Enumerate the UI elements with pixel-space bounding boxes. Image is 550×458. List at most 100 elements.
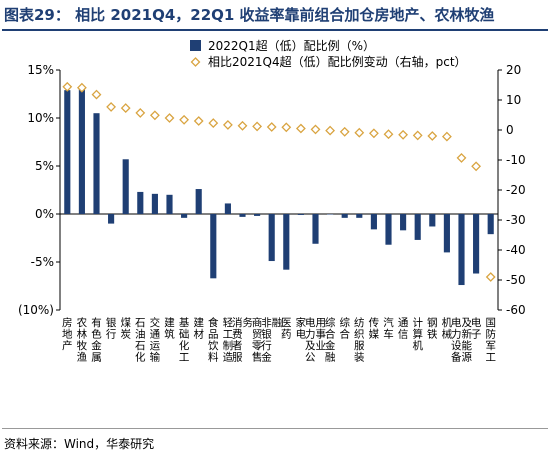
right-tick-label: -30 <box>506 213 526 227</box>
marker-传媒 <box>368 128 379 139</box>
marker-家电 <box>295 123 306 134</box>
marker-钢铁 <box>427 131 438 141</box>
bar-建筑 <box>166 194 173 214</box>
bar-电力及公用事业 <box>312 214 319 244</box>
bar-商贸零售 <box>254 214 261 216</box>
marker-建材 <box>193 116 204 126</box>
bar-传媒 <box>370 214 377 230</box>
bar-交通运输 <box>151 193 158 214</box>
category-label: 食品饮料 <box>208 316 219 364</box>
marker-汽车 <box>383 129 394 140</box>
right-tick-label: -40 <box>506 243 526 257</box>
right-tick-label: -60 <box>506 303 526 317</box>
category-label: 煤炭 <box>120 316 131 341</box>
legend-bar-swatch <box>190 40 201 51</box>
bar-房地产 <box>64 90 71 214</box>
category-label: 钢铁 <box>427 316 438 341</box>
bar-电子 <box>473 214 480 274</box>
marker-有色金属 <box>91 89 102 100</box>
bar-煤炭 <box>122 159 129 214</box>
title-rule <box>2 29 548 31</box>
marker-石油石化 <box>135 107 146 118</box>
category-label: 房地产 <box>62 316 73 352</box>
right-tick-label: 0 <box>506 123 514 137</box>
bar-国防军工 <box>487 214 494 235</box>
marker-国防军工 <box>485 272 496 282</box>
bar-通信 <box>400 214 407 231</box>
right-tick-label: -10 <box>506 153 526 167</box>
marker-基础化工 <box>179 114 190 125</box>
category-label: 非银行金融 <box>261 317 283 364</box>
category-label: 消费者服务 <box>232 316 254 364</box>
right-tick-label: 10 <box>506 93 521 107</box>
bar-银行 <box>108 214 115 224</box>
left-tick-label: (10%) <box>18 303 54 317</box>
bar-电力设备及新能源 <box>458 214 465 286</box>
marker-非银行金融 <box>266 122 277 132</box>
category-label: 家电 <box>296 316 307 341</box>
bar-建材 <box>195 189 202 214</box>
marker-计算机 <box>412 130 423 141</box>
marker-电力设备及新能源 <box>456 152 467 163</box>
bar-汽车 <box>385 214 392 245</box>
category-label: 基础化工 <box>179 316 190 364</box>
bar-家电 <box>297 214 304 215</box>
marker-房地产 <box>62 81 73 92</box>
right-tick-label: 20 <box>506 63 521 77</box>
category-label: 综合金融 <box>325 316 336 364</box>
category-label: 电子 <box>471 316 482 341</box>
bar-机械 <box>443 214 450 253</box>
marker-消费者服务 <box>237 120 248 131</box>
left-tick-label: 5% <box>35 159 54 173</box>
category-label: 电力及公用事业 <box>305 316 327 364</box>
marker-农林牧渔 <box>76 82 87 93</box>
bar-轻工制造 <box>224 203 231 214</box>
bar-医药 <box>283 214 290 270</box>
left-tick-label: 0% <box>35 207 54 221</box>
bar-石油石化 <box>137 191 144 214</box>
category-label: 综合 <box>339 316 350 341</box>
category-label: 传媒 <box>369 317 380 341</box>
marker-综合 <box>339 126 350 137</box>
marker-通信 <box>398 129 409 140</box>
category-label: 银行 <box>106 316 117 341</box>
marker-煤炭 <box>120 103 131 114</box>
category-label: 有色金属 <box>91 316 102 364</box>
marker-交通运输 <box>149 110 160 121</box>
bar-综合 <box>341 214 348 218</box>
footer-rule <box>2 428 548 429</box>
marker-综合金融 <box>325 125 336 136</box>
marker-食品饮料 <box>208 118 219 129</box>
bar-消费者服务 <box>239 214 246 217</box>
marker-机械 <box>441 131 452 142</box>
marker-商贸零售 <box>252 121 263 132</box>
left-tick-label: -5% <box>31 255 54 269</box>
category-label: 交通运输 <box>150 316 161 364</box>
category-label: 计算机 <box>412 316 423 352</box>
figure-title: 图表29： 相比 2021Q4，22Q1 收益率靠前组合加仓房地产、农林牧渔 <box>4 6 495 24</box>
legend-bar-label: 2022Q1超（低）配比例（%） <box>208 38 375 53</box>
category-label: 国防军工 <box>485 317 496 364</box>
source-note: 资料来源：Wind，华泰研究 <box>4 437 155 451</box>
category-label: 石油石化 <box>135 317 146 364</box>
category-label: 农林牧渔 <box>77 316 88 364</box>
category-label: 电力设备及新能源 <box>451 316 473 364</box>
bar-计算机 <box>414 214 421 240</box>
right-tick-label: -50 <box>506 273 526 287</box>
category-label: 轻工制造 <box>223 316 234 364</box>
marker-轻工制造 <box>222 119 233 130</box>
marker-电子 <box>471 161 482 172</box>
category-label: 商贸零售 <box>252 316 263 364</box>
category-label: 汽车 <box>383 316 394 341</box>
legend-marker-swatch <box>190 57 201 67</box>
category-label: 建材 <box>193 316 204 341</box>
legend-marker-label: 相比2021Q4超（低）配比例变动（右轴，pct） <box>208 54 467 69</box>
bar-食品饮料 <box>210 214 217 279</box>
category-label: 医药 <box>281 317 292 341</box>
category-label: 通信 <box>398 317 409 341</box>
marker-建筑 <box>164 113 175 123</box>
category-label: 机械 <box>442 316 453 341</box>
right-tick-label: -20 <box>506 183 526 197</box>
bar-有色金属 <box>93 113 100 214</box>
